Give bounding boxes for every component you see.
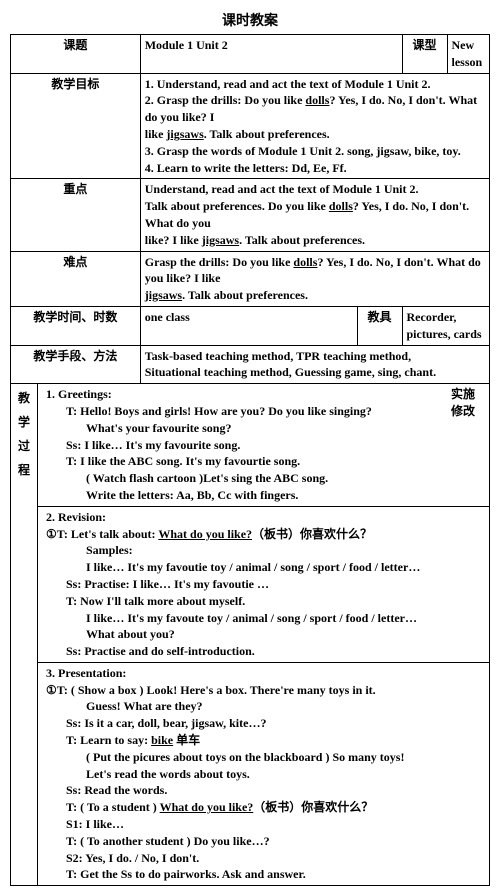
shishi-note: 实施修改 (447, 384, 490, 507)
label-shijian: 教学时间、时数 (11, 306, 141, 345)
page-title: 课时教案 (10, 10, 490, 30)
label-guocheng: 教学过程 (11, 384, 38, 886)
label-keti: 课题 (11, 35, 141, 74)
label-mubiao: 教学目标 (11, 73, 141, 179)
nandian-cell: Grasp the drills: Do you like dolls? Yes… (140, 251, 489, 306)
shijian-value: one class (140, 306, 357, 345)
keti-value: Module 1 Unit 2 (140, 35, 402, 74)
label-zhongdian: 重点 (11, 179, 141, 251)
proc-sec3: 3. Presentation:①T: ( Show a box ) Look!… (38, 662, 490, 885)
proc-sec1: 1. Greetings:T: Hello! Boys and girls! H… (38, 384, 448, 507)
mubiao-cell: 1. Understand, read and act the text of … (140, 73, 489, 179)
label-kexing: 课型 (402, 35, 447, 74)
proc-sec2: 2. Revision:①T: Let's talk about: What d… (38, 506, 490, 662)
lesson-plan-table: 课题 Module 1 Unit 2 课型 New lesson 教学目标 1.… (10, 34, 490, 886)
jiaoju-value: Recorder, pictures, cards (402, 306, 490, 345)
label-jiaoju: 教具 (357, 306, 402, 345)
label-shouduan: 教学手段、方法 (11, 345, 141, 384)
zhongdian-cell: Understand, read and act the text of Mod… (140, 179, 489, 251)
shouduan-cell: Task-based teaching method, TPR teaching… (140, 345, 489, 384)
label-nandian: 难点 (11, 251, 141, 306)
kexing-value: New lesson (447, 35, 490, 74)
